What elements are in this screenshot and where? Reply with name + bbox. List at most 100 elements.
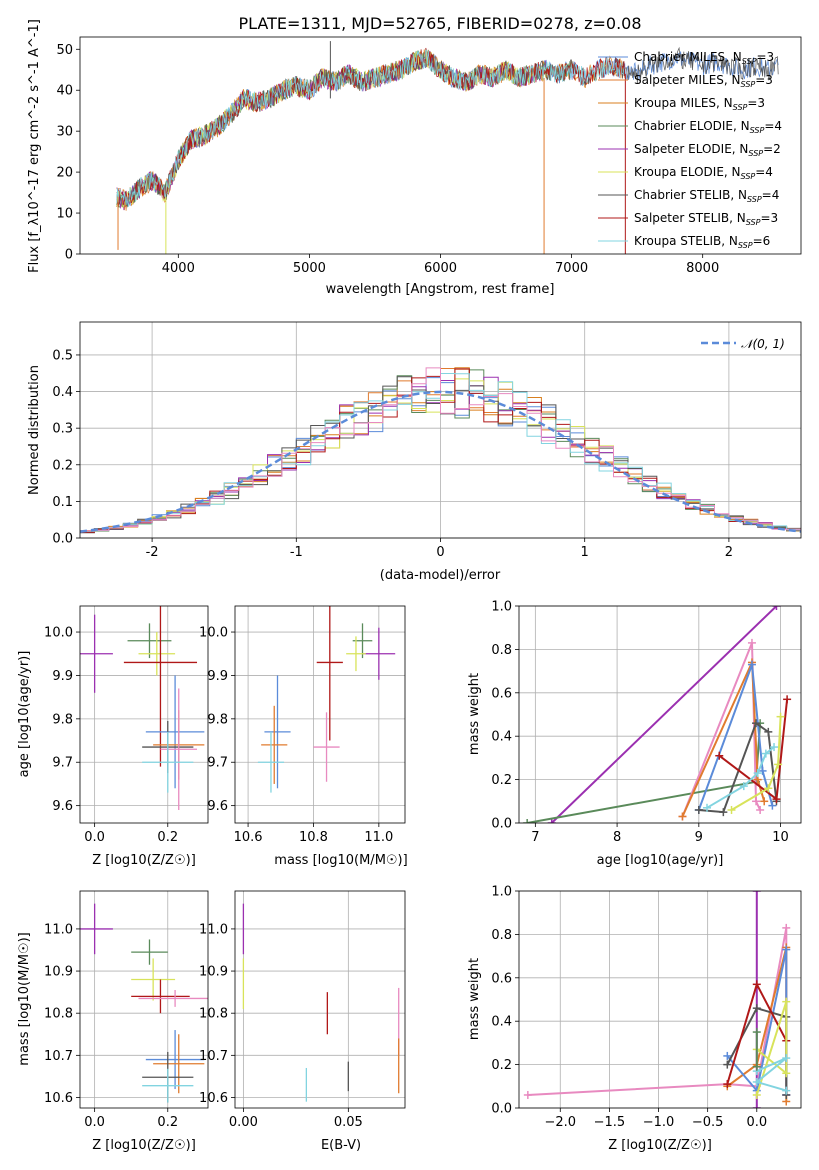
y-tick-label: 0.4 bbox=[491, 730, 512, 745]
errorbar-point bbox=[142, 731, 194, 793]
normal-curve bbox=[80, 390, 801, 533]
errorbar-point bbox=[145, 675, 205, 789]
weight-marker bbox=[782, 945, 791, 954]
weight-marker bbox=[752, 1077, 761, 1086]
axes-frame bbox=[234, 605, 406, 824]
legend-label: Kroupa MILES, NSSP=3 bbox=[634, 96, 765, 112]
y-tick-label: 0.2 bbox=[491, 773, 512, 788]
legend-label-sub: SSP bbox=[746, 218, 761, 227]
spectrum-line-chabrier_stelib bbox=[116, 46, 779, 207]
legend-label-tail: =4 bbox=[755, 165, 773, 179]
y-tick-label: 30 bbox=[56, 125, 73, 140]
legend-label-main: Chabrier MILES, N bbox=[634, 50, 742, 64]
weight-marker bbox=[752, 797, 761, 806]
plot-area bbox=[80, 367, 801, 534]
legend-label-tail: =2 bbox=[763, 142, 781, 156]
legend-label-tail: =6 bbox=[753, 234, 771, 248]
x-tick-label: −1.5 bbox=[594, 1115, 626, 1130]
legend-label-tail: =3 bbox=[760, 211, 778, 225]
weight-marker bbox=[782, 1054, 791, 1063]
errorbar-point bbox=[261, 705, 288, 784]
y-tick-label: 1.0 bbox=[491, 885, 512, 900]
weight-line-salpeter_miles bbox=[681, 661, 766, 817]
y-tick-label: 0.0 bbox=[491, 1102, 512, 1117]
x-tick-label: 4000 bbox=[162, 261, 195, 276]
weight-marker bbox=[747, 660, 756, 669]
y-tick-label: 10.9 bbox=[44, 965, 73, 980]
weight-line-kroupa_stelib bbox=[754, 1057, 787, 1092]
weight-marker bbox=[752, 719, 761, 728]
weight-marker bbox=[764, 727, 773, 736]
y-tick-label: 40 bbox=[56, 84, 73, 99]
errorbar-point bbox=[153, 1034, 205, 1094]
x-tick-label: -2 bbox=[146, 545, 159, 560]
weight-marker bbox=[723, 1051, 732, 1060]
x-tick-label: 10.6 bbox=[234, 830, 263, 845]
y-tick-label: 0.4 bbox=[52, 385, 73, 400]
agem-xlabel: mass [log10(M/M☉)] bbox=[274, 853, 407, 868]
weight-marker bbox=[715, 751, 724, 760]
y-tick-label: 10.7 bbox=[199, 1049, 228, 1064]
x-tick-label: 0.0 bbox=[84, 830, 105, 845]
y-tick-label: 0.6 bbox=[491, 686, 512, 701]
errorbar-point bbox=[80, 903, 113, 955]
weight-marker bbox=[694, 805, 703, 814]
plot-area bbox=[80, 606, 205, 810]
y-tick-label: 0.0 bbox=[52, 532, 73, 547]
y-tick-label: 10.8 bbox=[44, 1007, 73, 1022]
weight-marker bbox=[756, 805, 765, 814]
y-tick-label: 10 bbox=[56, 207, 73, 222]
plot-area bbox=[523, 606, 792, 823]
legend-label: Salpeter STELIB, NSSP=3 bbox=[634, 211, 778, 227]
plot-area bbox=[116, 41, 779, 254]
y-tick-label: 0.1 bbox=[52, 495, 73, 510]
errorbar-point bbox=[316, 606, 343, 741]
massebv-xlabel: E(B-V) bbox=[321, 1138, 361, 1153]
legend-label-tail: =3 bbox=[756, 50, 774, 64]
y-tick-label: 10.6 bbox=[199, 1091, 228, 1106]
legend-label-sub: SSP bbox=[748, 149, 763, 158]
y-tick-label: 9.8 bbox=[52, 712, 73, 727]
errorbar-point bbox=[264, 675, 291, 789]
wage-xlabel: age [log10(age/yr)] bbox=[597, 853, 724, 868]
weight-marker bbox=[719, 808, 728, 817]
weight-marker bbox=[774, 760, 783, 769]
x-tick-label: 11.0 bbox=[364, 830, 393, 845]
mass-vs-ebv-panel: 0.00 0.05 10.6 10.7 10.8 10.9 11.0 E(B-V) bbox=[199, 890, 406, 1153]
x-tick-label: 0.05 bbox=[334, 1115, 363, 1130]
weight-marker bbox=[727, 805, 736, 814]
weight-marker bbox=[752, 1062, 761, 1071]
plot-area bbox=[242, 903, 400, 1102]
weight-marker bbox=[723, 1060, 732, 1069]
weight-marker bbox=[758, 766, 767, 775]
x-tick-label: −0.5 bbox=[692, 1115, 724, 1130]
legend-label: Chabrier MILES, NSSP=3 bbox=[634, 50, 774, 66]
x-tick-label: 0.0 bbox=[746, 1115, 767, 1130]
errorbar-point bbox=[80, 614, 113, 693]
weight-marker bbox=[761, 749, 770, 758]
legend-label-main: Kroupa ELODIE, N bbox=[634, 165, 741, 179]
legend-label-main: Kroupa MILES, N bbox=[634, 96, 733, 110]
y-tick-label: 0.8 bbox=[491, 928, 512, 943]
weight-marker bbox=[678, 812, 687, 821]
weight-marker bbox=[782, 923, 791, 932]
x-tick-label: 0.2 bbox=[157, 1115, 178, 1130]
legend-label: Kroupa STELIB, NSSP=6 bbox=[634, 234, 770, 250]
y-tick-label: 9.9 bbox=[207, 669, 228, 684]
x-tick-label: 1 bbox=[581, 545, 589, 560]
y-tick-label: 9.6 bbox=[207, 799, 228, 814]
y-tick-label: 20 bbox=[56, 166, 73, 181]
y-tick-label: 10.9 bbox=[199, 965, 228, 980]
plot-area bbox=[80, 903, 208, 1103]
legend-label-tail: =4 bbox=[762, 188, 780, 202]
y-tick-label: 0.0 bbox=[491, 817, 512, 832]
x-tick-label: 9 bbox=[695, 830, 703, 845]
x-tick-label: 7 bbox=[531, 830, 539, 845]
y-tick-label: 0.2 bbox=[52, 458, 73, 473]
y-tick-label: 9.8 bbox=[207, 712, 228, 727]
x-tick-label: 6000 bbox=[424, 261, 457, 276]
x-tick-label: 0.00 bbox=[229, 1115, 258, 1130]
legend-label: Salpeter ELODIE, NSSP=2 bbox=[634, 142, 781, 158]
massz-ylabel: mass [log10(M/M☉)] bbox=[17, 932, 32, 1065]
